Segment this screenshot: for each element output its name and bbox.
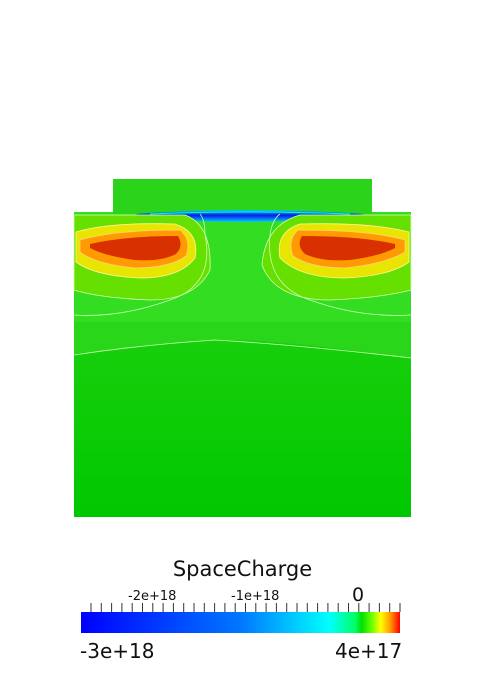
colorbar-gradient: [81, 612, 400, 633]
left-contour-red: [90, 236, 181, 261]
contour-line-2: [269, 213, 412, 316]
tick-label: -1e+18: [231, 589, 280, 604]
tick-label: -2e+18: [128, 589, 177, 604]
tick-label: 0: [352, 584, 365, 606]
gate-block: [113, 179, 372, 214]
legend-title: SpaceCharge: [172, 557, 313, 581]
colorbar-ticks: [90, 603, 401, 612]
range-min-label: -3e+18: [80, 639, 155, 663]
contour-line-1: [73, 213, 208, 316]
contour-line-3: [73, 339, 412, 359]
colorbar: [81, 603, 401, 633]
mid-band-region: [74, 322, 411, 358]
range-max-label: 4e+17: [335, 639, 403, 663]
right-contour-red: [299, 236, 395, 261]
